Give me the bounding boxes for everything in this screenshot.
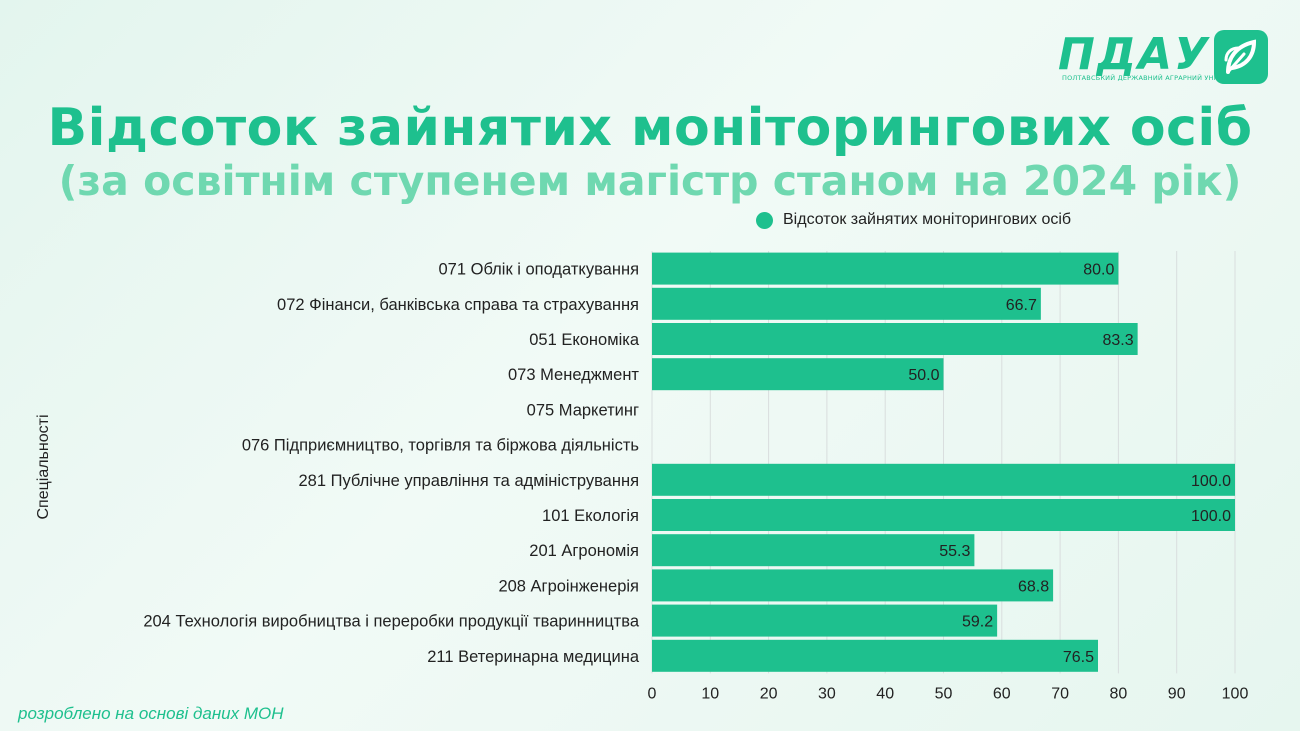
category-label: 208 Агроінженерія: [498, 577, 639, 595]
page-title: Відсоток зайнятих моніторингових осіб: [47, 98, 1253, 158]
logo-wordmark: ПДАУ: [1058, 29, 1210, 80]
bar: [652, 604, 998, 637]
bar: [652, 323, 1138, 355]
x-tick-label: 20: [760, 685, 778, 702]
bar: [652, 499, 1235, 531]
logo-subtitle: ПОЛТАВСЬКИЙ ДЕРЖАВНИЙ АГРАРНИЙ УНІВЕРСИТ…: [1062, 74, 1252, 82]
bar: [652, 358, 944, 391]
category-label: 073 Менеджмент: [508, 366, 639, 384]
category-label: 101 Екологія: [542, 507, 639, 525]
legend-label: Відсоток зайнятих моніторингових осіб: [783, 211, 1072, 228]
x-tick-label: 40: [876, 685, 894, 702]
bar: [652, 287, 1041, 320]
category-label: 072 Фінанси, банківська справа та страху…: [277, 296, 639, 314]
data-label: 50.0: [908, 367, 939, 384]
category-label: 201 Агрономія: [529, 542, 639, 560]
x-tick-label: 70: [1051, 685, 1069, 702]
data-label: 59.2: [962, 614, 993, 631]
category-label: 071 Облік і оподаткування: [439, 261, 640, 279]
data-label: 80.0: [1083, 262, 1114, 279]
category-label: 281 Публічне управління та адмініструван…: [298, 472, 639, 490]
bar: [652, 463, 1235, 496]
university-logo: ПДАУ ПОЛТАВСЬКИЙ ДЕРЖАВНИЙ АГРАРНИЙ УНІВ…: [1050, 30, 1275, 90]
source-note: розроблено на основі даних МОН: [18, 704, 284, 723]
x-tick-label: 90: [1168, 685, 1186, 702]
data-label: 76.5: [1063, 649, 1094, 666]
bar: [652, 639, 1098, 672]
chart-legend: Відсоток зайнятих моніторингових осіб: [756, 208, 1071, 232]
data-label: 66.7: [1006, 297, 1037, 314]
leaf-icon: [1214, 30, 1268, 84]
data-label: 100.0: [1191, 508, 1231, 525]
category-label: 211 Ветеринарна медицина: [427, 648, 640, 666]
bar: [652, 569, 1054, 602]
x-tick-label: 0: [648, 685, 657, 702]
data-label: 55.3: [939, 543, 970, 560]
x-tick-label: 30: [818, 685, 836, 702]
category-label: 076 Підприємництво, торгівля та біржова …: [242, 437, 639, 455]
category-label: 051 Економіка: [529, 331, 640, 349]
x-tick-label: 60: [993, 685, 1011, 702]
bar: [652, 252, 1119, 285]
legend-marker: [756, 211, 773, 229]
x-tick-label: 10: [701, 685, 719, 702]
x-tick-label: 80: [1110, 685, 1128, 702]
x-tick-label: 50: [935, 685, 953, 702]
category-label: 075 Маркетинг: [527, 401, 639, 419]
data-label: 68.8: [1018, 578, 1049, 595]
data-label: 100.0: [1191, 473, 1231, 490]
x-tick-label: 100: [1222, 685, 1249, 702]
category-label: 204 Технологія виробництва і переробки п…: [143, 613, 639, 631]
data-label: 83.3: [1102, 332, 1133, 349]
bar: [652, 534, 975, 567]
page-subtitle: (за освітнім ступенем магістр станом на …: [58, 157, 1242, 205]
